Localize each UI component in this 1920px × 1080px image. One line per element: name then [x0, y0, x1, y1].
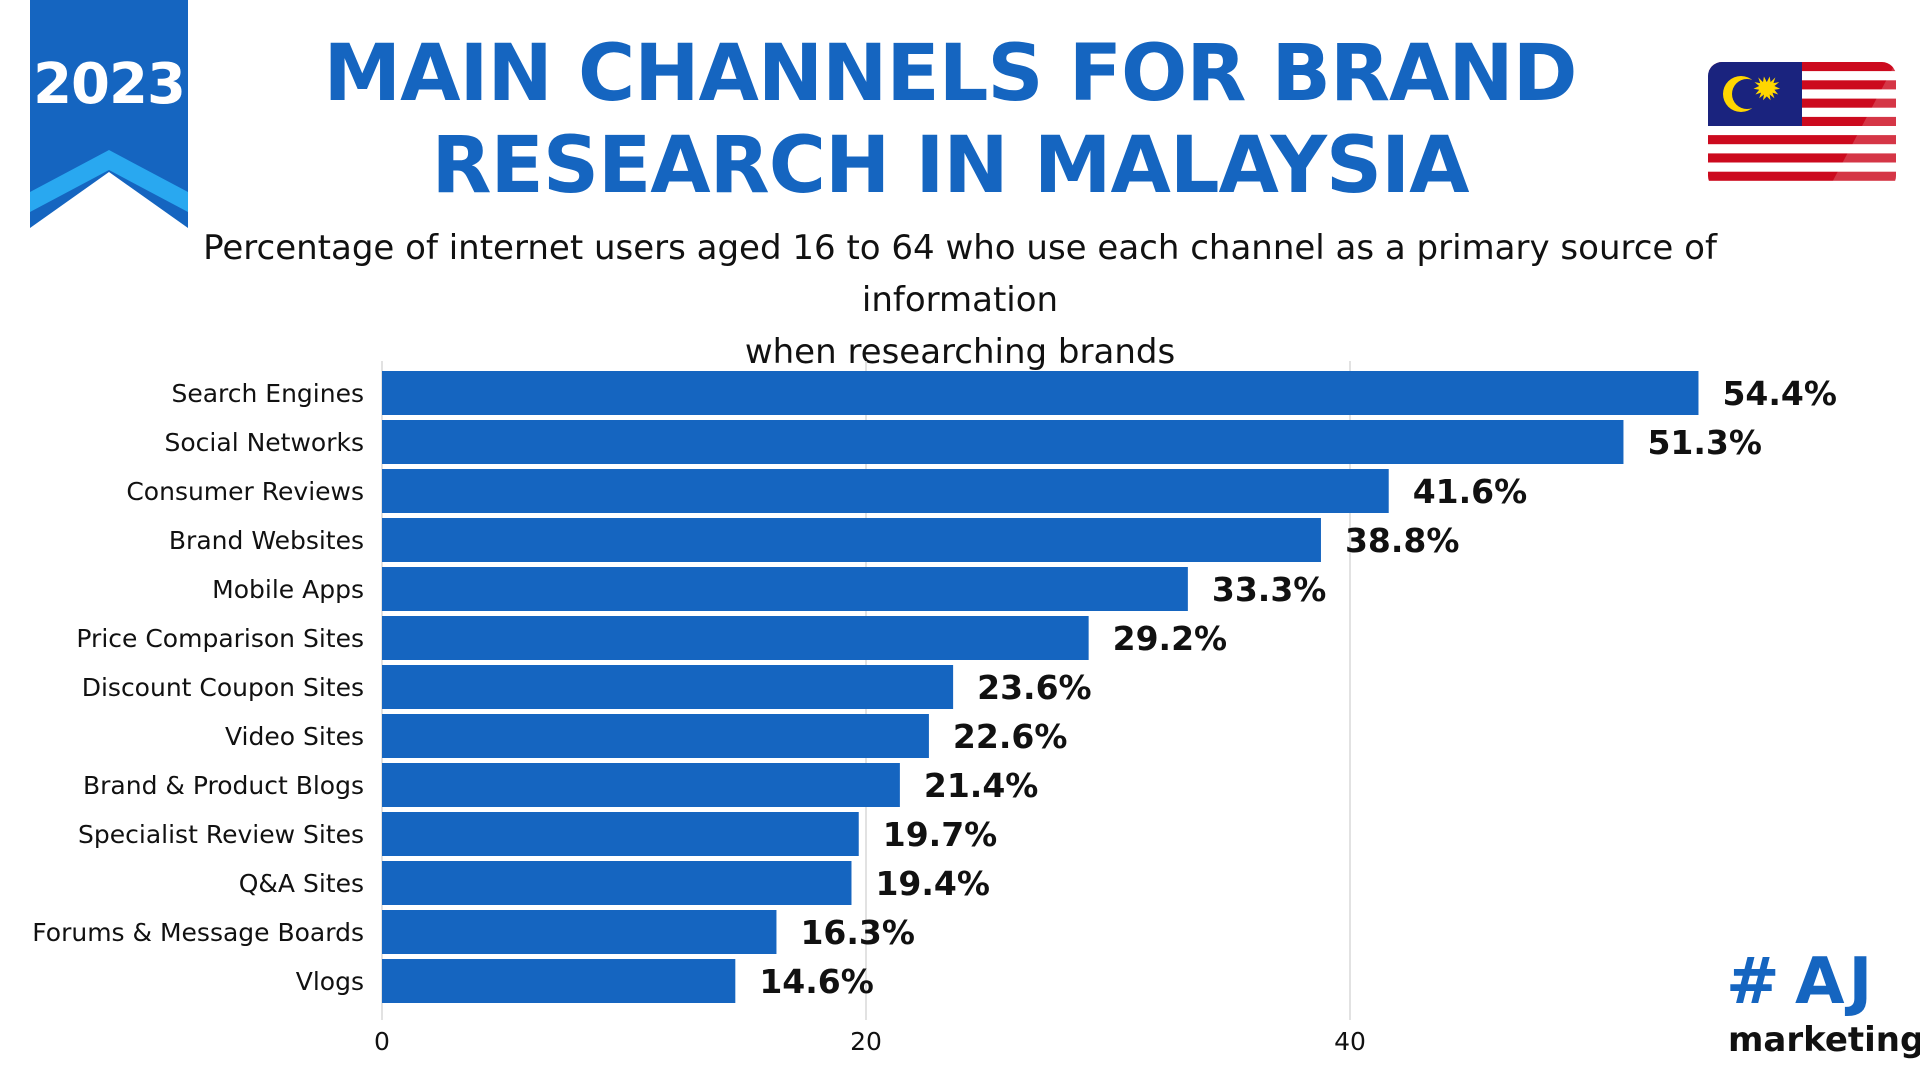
- category-label-1: Social Networks: [165, 428, 364, 457]
- value-label-2: 41.6%: [1413, 472, 1528, 511]
- bar-0: [382, 371, 1699, 415]
- bar-4: [382, 567, 1188, 611]
- value-label-4: 33.3%: [1212, 570, 1327, 609]
- value-label-0: 54.4%: [1722, 374, 1837, 413]
- bar-6: [382, 665, 954, 709]
- value-label-9: 19.7%: [883, 815, 998, 854]
- value-label-10: 19.4%: [875, 864, 990, 903]
- title-line-1: MAIN CHANNELS FOR BRAND: [323, 29, 1578, 119]
- subtitle-line-1: Percentage of internet users aged 16 to …: [203, 228, 1717, 320]
- category-label-4: Mobile Apps: [212, 575, 364, 604]
- category-label-3: Brand Websites: [169, 526, 364, 555]
- value-label-11: 16.3%: [800, 913, 915, 952]
- year-ribbon: [30, 0, 188, 228]
- category-label-8: Brand & Product Blogs: [83, 771, 364, 800]
- year-badge-text: 2023: [33, 52, 186, 117]
- bar-7: [382, 714, 929, 758]
- bar-1: [382, 420, 1624, 464]
- bar-11: [382, 910, 777, 954]
- bar-3: [382, 518, 1321, 562]
- category-label-2: Consumer Reviews: [126, 477, 364, 506]
- malaysia-flag-icon: [1708, 62, 1896, 190]
- logo-brand-text: AJ: [1795, 945, 1877, 1019]
- logo-word-text: marketing: [1728, 1020, 1920, 1060]
- bar-5: [382, 616, 1089, 660]
- x-tick-label-2: 40: [1334, 1027, 1366, 1055]
- value-label-6: 23.6%: [977, 668, 1092, 707]
- category-label-6: Discount Coupon Sites: [82, 673, 364, 702]
- bar-8: [382, 763, 900, 807]
- value-label-7: 22.6%: [953, 717, 1067, 756]
- subtitle-line-2: when researching brands: [744, 332, 1176, 372]
- page-title: MAIN CHANNELS FOR BRAND RESEARCH IN MALA…: [300, 28, 1600, 212]
- category-label-5: Price Comparison Sites: [76, 624, 364, 653]
- value-label-5: 29.2%: [1113, 619, 1228, 658]
- x-tick-label-0: 0: [374, 1027, 390, 1055]
- value-label-8: 21.4%: [924, 766, 1039, 805]
- category-label-10: Q&A Sites: [239, 869, 364, 898]
- logo-hash-text: #: [1726, 945, 1780, 1019]
- category-label-12: Vlogs: [296, 967, 364, 996]
- value-label-12: 14.6%: [759, 962, 874, 1001]
- value-label-1: 51.3%: [1647, 423, 1762, 462]
- category-label-0: Search Engines: [171, 379, 364, 408]
- bar-12: [382, 959, 736, 1003]
- bar-9: [382, 812, 859, 856]
- category-label-7: Video Sites: [225, 722, 364, 751]
- value-label-3: 38.8%: [1345, 521, 1460, 560]
- chart-subtitle: Percentage of internet users aged 16 to …: [120, 222, 1800, 378]
- x-tick-label-1: 20: [850, 1027, 882, 1055]
- category-label-11: Forums & Message Boards: [32, 918, 364, 947]
- bar-chart: Search Engines 54.4% Social Networks 51.3% C…: [32, 361, 1837, 1055]
- title-line-2: RESEARCH IN MALAYSIA: [431, 121, 1470, 211]
- bar-10: [382, 861, 852, 905]
- bar-2: [382, 469, 1389, 513]
- category-label-9: Specialist Review Sites: [78, 820, 364, 849]
